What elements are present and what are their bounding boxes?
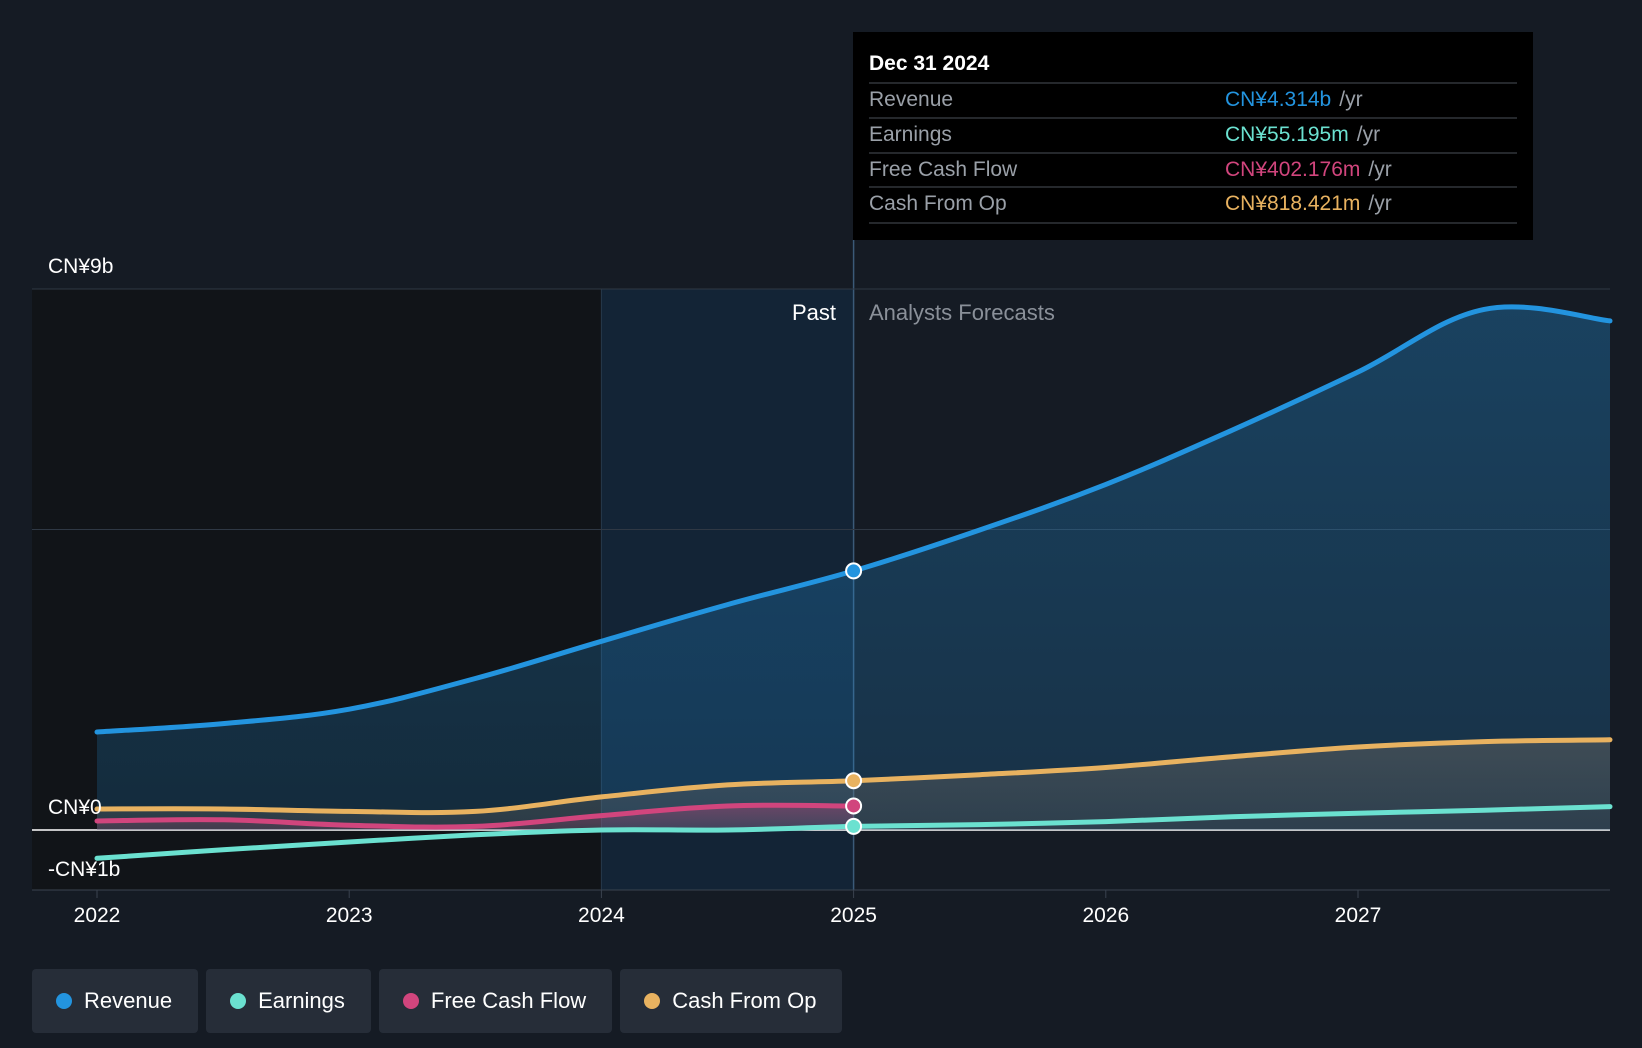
free-cash-flow-point[interactable] bbox=[845, 797, 863, 815]
legend-dot-icon bbox=[644, 993, 661, 1009]
revenue-area bbox=[97, 306, 1610, 831]
tooltip-unit: /yr bbox=[1357, 123, 1380, 146]
tooltip: Dec 31 2024 Revenue CN¥4.314b/yr Earnings C… bbox=[853, 32, 1533, 240]
legend-dot-icon bbox=[402, 993, 419, 1009]
cash-from-op-point[interactable] bbox=[845, 772, 863, 790]
tooltip-date: Dec 31 2024 bbox=[869, 52, 990, 75]
legend-dot-icon bbox=[230, 993, 247, 1009]
x-tick-label: 2026 bbox=[1082, 904, 1129, 927]
tooltip-label: Revenue bbox=[869, 88, 953, 111]
tooltip-unit: /yr bbox=[1368, 192, 1391, 215]
tooltip-label: Earnings bbox=[869, 123, 952, 146]
y-tick-label: CN¥9b bbox=[48, 255, 113, 278]
x-tick-label: 2023 bbox=[326, 904, 373, 927]
legend-label: Earnings bbox=[258, 988, 345, 1013]
tooltip-unit: /yr bbox=[1368, 158, 1391, 181]
legend-label: Cash From Op bbox=[672, 988, 817, 1013]
legend-item-revenue[interactable]: Revenue bbox=[32, 969, 199, 1033]
legend-item-free-cash-flow[interactable]: Free Cash Flow bbox=[378, 969, 613, 1033]
tooltip-value: CN¥402.176m/yr bbox=[1225, 158, 1392, 181]
y-tick-label: -CN¥1b bbox=[48, 858, 120, 881]
x-tick-label: 2022 bbox=[74, 904, 121, 927]
tooltip-value: CN¥55.195m/yr bbox=[1225, 123, 1380, 146]
x-tick-label: 2027 bbox=[1335, 904, 1382, 927]
tooltip-value: CN¥4.314b/yr bbox=[1225, 88, 1363, 111]
legend: Revenue Earnings Free Cash Flow Cash From O… bbox=[32, 969, 843, 1033]
legend-label: Free Cash Flow bbox=[430, 988, 587, 1013]
tooltip-unit: /yr bbox=[1339, 88, 1362, 111]
free-cash-flow-line bbox=[94, 802, 857, 830]
revenue-point[interactable] bbox=[845, 562, 863, 580]
legend-dot-icon bbox=[56, 993, 72, 1009]
tooltip-value: CN¥818.421m/yr bbox=[1225, 192, 1392, 215]
earnings-point[interactable] bbox=[845, 817, 863, 835]
forecast-label: Analysts Forecasts bbox=[869, 300, 1055, 325]
legend-item-cash-from-op[interactable]: Cash From Op bbox=[620, 969, 843, 1033]
legend-item-earnings[interactable]: Earnings bbox=[206, 969, 371, 1033]
x-tick-label: 2024 bbox=[578, 904, 625, 927]
y-tick-label: CN¥0 bbox=[48, 796, 102, 819]
tooltip-label: Cash From Op bbox=[869, 192, 1007, 215]
tooltip-background bbox=[853, 32, 1533, 240]
x-tick-label: 2025 bbox=[830, 904, 877, 927]
past-label: Past bbox=[792, 300, 836, 325]
legend-label: Revenue bbox=[84, 988, 173, 1013]
tooltip-label: Free Cash Flow bbox=[869, 158, 1018, 181]
